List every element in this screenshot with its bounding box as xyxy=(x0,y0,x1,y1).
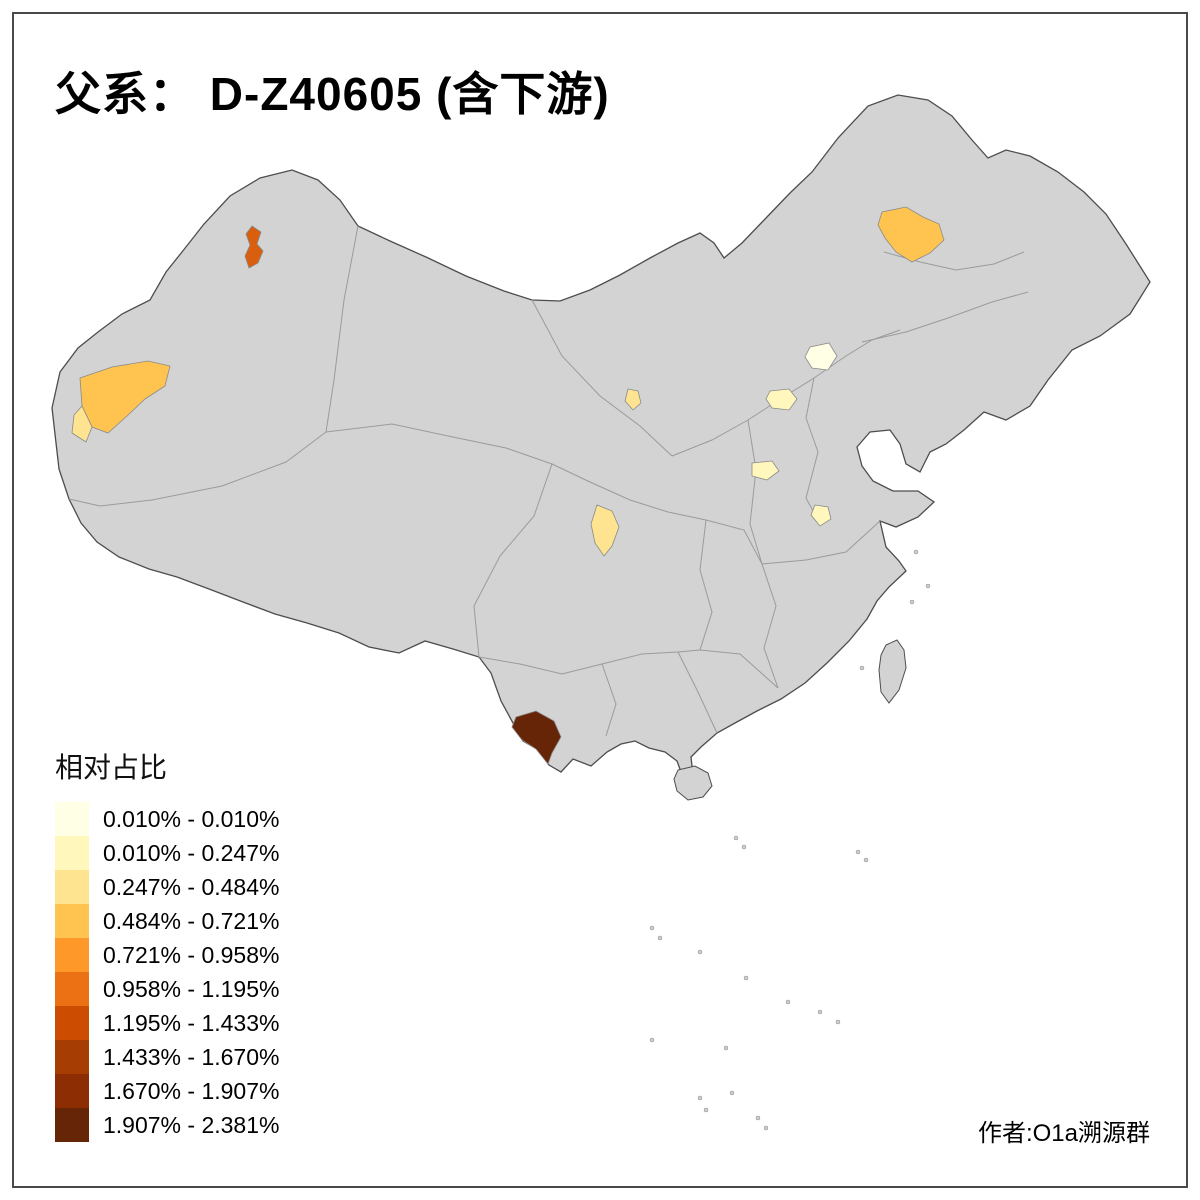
region-shandong-patch xyxy=(810,504,832,527)
legend-swatch xyxy=(55,870,89,904)
legend-label: 1.670% - 1.907% xyxy=(103,1077,280,1104)
legend-swatch xyxy=(55,972,89,1006)
legend-item: 0.010% - 0.247% xyxy=(55,836,279,870)
legend-item: 1.433% - 1.670% xyxy=(55,1040,279,1074)
legend-swatch xyxy=(55,1040,89,1074)
legend-item: 1.670% - 1.907% xyxy=(55,1074,279,1108)
legend-label: 0.010% - 0.247% xyxy=(103,839,280,866)
region-gansu-patch xyxy=(624,388,642,411)
region-hebei-patch xyxy=(765,388,798,411)
legend-label: 1.907% - 2.381% xyxy=(103,1111,280,1138)
legend-label: 0.484% - 0.721% xyxy=(103,907,280,934)
legend-title: 相对占比 xyxy=(55,752,168,783)
china-mainland-shape xyxy=(51,94,1151,781)
legend-item: 0.958% - 1.195% xyxy=(55,972,279,1006)
map-title: 父系： D-Z40605 (含下游) xyxy=(55,68,610,120)
taiwan-island xyxy=(878,639,907,704)
legend-label: 0.010% - 0.010% xyxy=(103,805,280,832)
legend-label: 1.433% - 1.670% xyxy=(103,1043,280,1070)
region-west-xinjiang-tip-patch xyxy=(71,405,93,443)
legend: 相对占比 0.010% - 0.010% 0.010% - 0.247% 0.2… xyxy=(55,746,279,1142)
region-shanxi-patch xyxy=(751,460,780,481)
region-north-xinjiang-patch xyxy=(244,225,264,269)
legend-swatch xyxy=(55,802,89,836)
legend-item: 0.247% - 0.484% xyxy=(55,870,279,904)
region-beijing-patch xyxy=(804,342,838,371)
legend-label: 1.195% - 1.433% xyxy=(103,1009,280,1036)
region-northeast-patch xyxy=(877,206,945,263)
legend-label: 0.958% - 1.195% xyxy=(103,975,280,1002)
legend-swatch xyxy=(55,904,89,938)
south-china-sea-islets xyxy=(649,549,931,1131)
legend-label: 0.721% - 0.958% xyxy=(103,941,280,968)
legend-swatch xyxy=(55,836,89,870)
legend-item: 0.721% - 0.958% xyxy=(55,938,279,972)
province-borders xyxy=(68,225,1029,737)
legend-swatch xyxy=(55,1108,89,1142)
legend-item: 0.010% - 0.010% xyxy=(55,802,279,836)
legend-item: 0.484% - 0.721% xyxy=(55,904,279,938)
region-sichuan-patch xyxy=(590,504,620,557)
legend-item: 1.195% - 1.433% xyxy=(55,1006,279,1040)
author-credit: 作者:O1a溯源群 xyxy=(977,1120,1150,1147)
legend-swatch xyxy=(55,1074,89,1108)
highlighted-regions xyxy=(71,206,945,765)
legend-item: 1.907% - 2.381% xyxy=(55,1108,279,1142)
hainan-island xyxy=(673,765,713,801)
region-south-yunnan-patch xyxy=(511,710,562,765)
legend-label: 0.247% - 0.484% xyxy=(103,873,280,900)
legend-swatch xyxy=(55,1006,89,1040)
legend-swatch xyxy=(55,938,89,972)
